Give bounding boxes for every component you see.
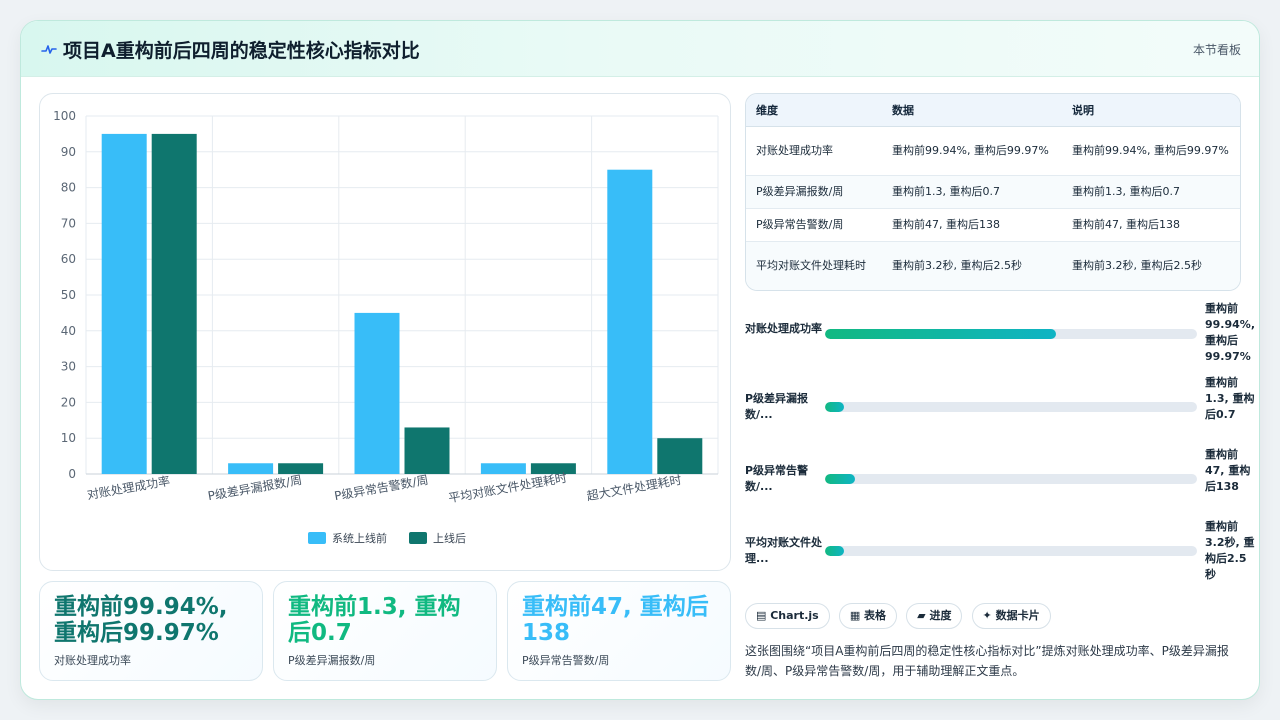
y-tick-label: 60 xyxy=(61,252,76,266)
chip-progress[interactable]: ▰ 进度 xyxy=(906,603,963,629)
bar xyxy=(228,463,274,474)
x-tick-label: P级差异漏报数/周 xyxy=(207,472,303,503)
table-cell: 重构前47, 重构后138 xyxy=(1062,208,1240,242)
table-header-row: 维度 数据 说明 xyxy=(746,94,1240,127)
bar xyxy=(530,463,576,474)
y-tick-label: 40 xyxy=(61,324,76,338)
kpi-card-alerts: 重构前47, 重构后138 P级异常告警数/周 xyxy=(507,581,731,681)
legend-label: 上线后 xyxy=(433,531,466,545)
progress-value: 重构前3.2秒, 重构后2.5秒 xyxy=(1205,520,1255,581)
x-tick-label: P级异常告警数/周 xyxy=(333,472,429,503)
column-header: 维度 xyxy=(746,94,882,127)
progress-label: 对账处理成功率 xyxy=(745,322,822,335)
kpi-label: P级差异漏报数/周 xyxy=(288,654,376,667)
x-tick-label: 对账处理成功率 xyxy=(86,473,171,502)
progress-value: 重构前99.94%, 重构后99.97% xyxy=(1205,302,1255,363)
chip-chartjs[interactable]: ▤ Chart.js xyxy=(745,603,830,629)
y-tick-label: 50 xyxy=(61,288,76,302)
kpi-value: 重构前47, 重构后138 xyxy=(522,594,709,646)
bar xyxy=(404,427,450,474)
y-tick-label: 80 xyxy=(61,181,76,195)
table-row: 平均对账文件处理耗时 重构前3.2秒, 重构后2.5秒 重构前3.2秒, 重构后… xyxy=(746,241,1240,290)
progress-track xyxy=(825,474,1197,484)
section-tag: 本节看板 xyxy=(1192,43,1241,57)
kpi-card-missed-diffs: 重构前1.3, 重构后0.7 P级差异漏报数/周 xyxy=(273,581,497,681)
page-title: 项目A重构前后四周的稳定性核心指标对比 xyxy=(63,40,420,62)
progress-label: P级差异漏报数/... xyxy=(745,392,809,421)
bar xyxy=(480,463,526,474)
progress-fill xyxy=(825,329,1056,339)
bar-chart-card: 0 10 20 30 40 50 60 70 80 90 100 对账处理成功率 P级差异漏报数/周 P级… xyxy=(39,93,731,571)
progress-track xyxy=(825,329,1197,339)
bar-chart: 0 10 20 30 40 50 60 70 80 90 100 对账处理成功率 P级差异漏报数/周 P级… xyxy=(53,109,719,545)
x-tick-label: 超大文件处理耗时 xyxy=(585,472,682,503)
table-cell: 重构前1.3, 重构后0.7 xyxy=(882,175,1062,209)
table-row: P级异常告警数/周 重构前47, 重构后138 重构前47, 重构后138 xyxy=(746,208,1240,242)
bar xyxy=(278,463,324,474)
progress-list: 对账处理成功率 重构前99.94%, 重构后99.97% P级差异漏报数/...… xyxy=(745,302,1255,603)
dashboard-board: 项目A重构前后四周的稳定性核心指标对比 本节看板 0 10 20 30 40 50 60 70… xyxy=(20,20,1260,700)
y-tick-label: 30 xyxy=(61,360,76,374)
table-row: P级差异漏报数/周 重构前1.3, 重构后0.7 重构前1.3, 重构后0.7 xyxy=(746,175,1240,209)
progress-label: P级异常告警数/... xyxy=(745,464,809,493)
metrics-table: 维度 数据 说明 对账处理成功率 重构前99.94%, 重构后99.97% 重构… xyxy=(746,94,1240,290)
progress-track xyxy=(825,546,1197,556)
chip-table[interactable]: ▦ 表格 xyxy=(838,603,898,629)
table-cell: 重构前99.94%, 重构后99.97% xyxy=(1062,126,1240,176)
pulse-icon xyxy=(41,45,57,54)
progress-row: 对账处理成功率 重构前99.94%, 重构后99.97% xyxy=(745,302,1255,375)
x-tick-label: 平均对账文件处理耗时 xyxy=(447,470,568,506)
table-cell: 重构前1.3, 重构后0.7 xyxy=(1062,175,1240,209)
kpi-label: P级异常告警数/周 xyxy=(522,654,610,667)
table-cell: 对账处理成功率 xyxy=(746,126,882,176)
progress-track xyxy=(825,402,1197,412)
progress-label: 平均对账文件处理... xyxy=(745,536,822,565)
progress-fill xyxy=(825,402,844,412)
column-header: 数据 xyxy=(882,94,1062,127)
bar xyxy=(151,133,197,474)
kpi-card-success-rate: 重构前99.94%, 重构后99.97% 对账处理成功率 xyxy=(39,581,263,681)
metrics-table-card: 维度 数据 说明 对账处理成功率 重构前99.94%, 重构后99.97% 重构… xyxy=(745,93,1241,291)
y-tick-label: 20 xyxy=(61,395,76,409)
progress-row: P级差异漏报数/... 重构前1.3, 重构后0.7 xyxy=(745,375,1255,447)
table-cell: P级差异漏报数/周 xyxy=(746,175,882,209)
legend-swatch xyxy=(409,532,427,544)
table-cell: 重构前3.2秒, 重构后2.5秒 xyxy=(882,241,1062,290)
y-tick-label: 10 xyxy=(61,431,76,445)
progress-fill xyxy=(825,546,844,556)
y-tick-label: 70 xyxy=(61,216,76,230)
chip-data-card[interactable]: ✦ 数据卡片 xyxy=(971,603,1051,629)
legend-swatch xyxy=(308,532,326,544)
chart-description: 这张图围绕“项目A重构前后四周的稳定性核心指标对比”提炼对账处理成功率、P级差异… xyxy=(745,644,1229,678)
kpi-value: 重构前1.3, 重构后0.7 xyxy=(288,594,461,646)
column-header: 说明 xyxy=(1062,94,1240,127)
table-cell: 重构前99.94%, 重构后99.97% xyxy=(882,126,1062,176)
bar xyxy=(101,133,147,474)
y-tick-label: 100 xyxy=(53,109,76,123)
table-cell: P级异常告警数/周 xyxy=(746,208,882,242)
legend-label: 系统上线前 xyxy=(332,531,387,545)
table-cell: 重构前3.2秒, 重构后2.5秒 xyxy=(1062,241,1240,290)
progress-fill xyxy=(825,474,855,484)
y-tick-label: 0 xyxy=(68,467,76,481)
page-header: 项目A重构前后四周的稳定性核心指标对比 本节看板 xyxy=(21,21,1259,77)
progress-value: 重构前1.3, 重构后0.7 xyxy=(1205,376,1255,421)
bar xyxy=(354,312,400,474)
y-tick-label: 90 xyxy=(61,145,76,159)
progress-row: P级异常告警数/... 重构前47, 重构后138 xyxy=(745,447,1250,519)
tool-chips: ▤ Chart.js ▦ 表格 ▰ 进度 ✦ 数据卡片 xyxy=(745,603,1055,631)
bar xyxy=(607,169,653,474)
kpi-value: 重构前99.94%, 重构后99.97% xyxy=(54,594,228,646)
kpi-label: 对账处理成功率 xyxy=(54,654,131,667)
progress-value: 重构前47, 重构后138 xyxy=(1205,448,1251,493)
table-row: 对账处理成功率 重构前99.94%, 重构后99.97% 重构前99.94%, … xyxy=(746,126,1240,176)
bar xyxy=(657,438,703,474)
table-cell: 重构前47, 重构后138 xyxy=(882,208,1062,242)
table-cell: 平均对账文件处理耗时 xyxy=(746,241,882,290)
progress-row: 平均对账文件处理... 重构前3.2秒, 重构后2.5秒 xyxy=(745,519,1255,591)
